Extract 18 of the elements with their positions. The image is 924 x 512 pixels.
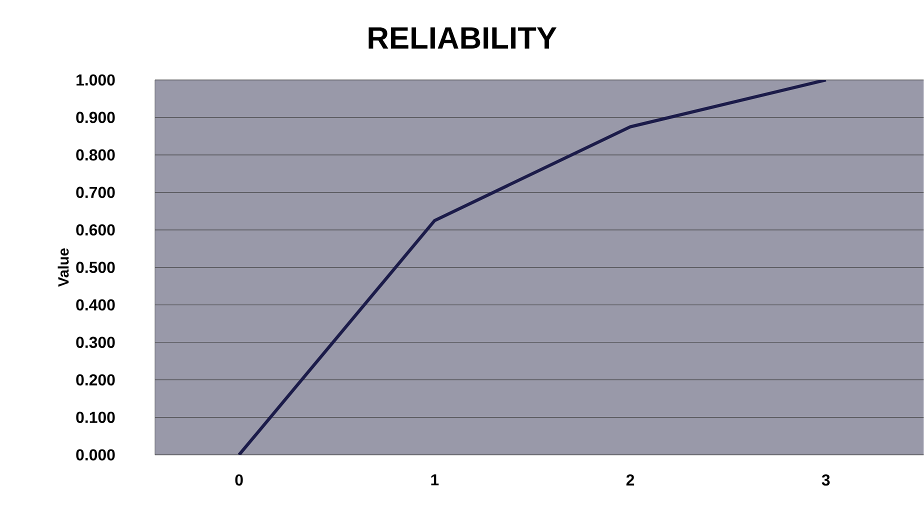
y-tick-label: 0.900	[76, 112, 115, 124]
y-tick-label: 0.700	[76, 186, 115, 198]
x-tick-label: 2	[626, 474, 634, 486]
x-tick-label: 1	[431, 474, 439, 486]
x-tick-label: 0	[235, 474, 243, 486]
y-tick-label: 0.800	[76, 149, 115, 161]
y-tick-label: 0.200	[76, 374, 115, 386]
y-tick-label: 0.300	[76, 336, 115, 348]
y-tick-label: 0.400	[76, 299, 115, 311]
y-tick-label: 0.600	[76, 224, 115, 236]
x-tick-label: 3	[822, 474, 830, 486]
y-tick-label: 1.000	[76, 74, 115, 86]
y-tick-label: 0.500	[76, 262, 115, 274]
chart-title: RELIABILITY	[368, 27, 557, 49]
y-axis-title: Value	[58, 248, 69, 287]
y-tick-label: 0.000	[76, 449, 115, 461]
y-tick-label: 0.100	[76, 412, 115, 424]
line-series	[237, 80, 828, 455]
